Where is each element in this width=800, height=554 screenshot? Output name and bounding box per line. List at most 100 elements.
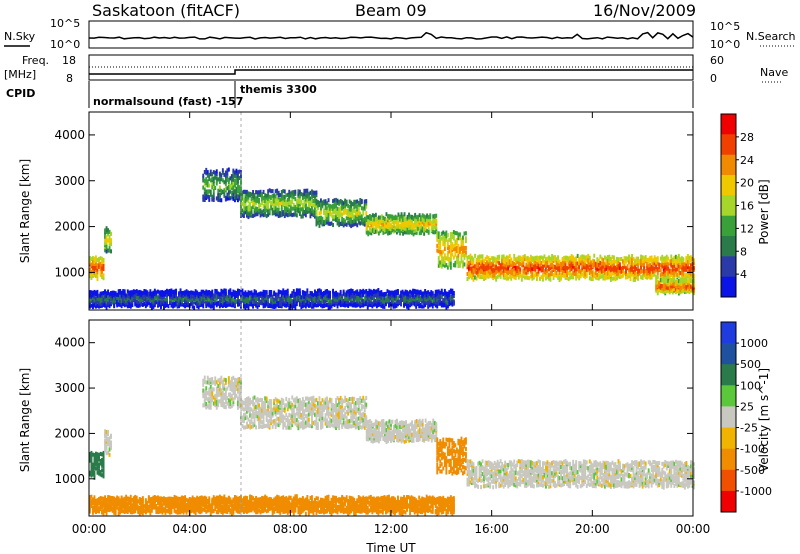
echo-cell bbox=[388, 229, 391, 234]
echo-cell bbox=[370, 231, 373, 236]
echo-cell bbox=[218, 188, 221, 193]
echo-cell bbox=[367, 230, 370, 235]
echo-cell bbox=[516, 265, 519, 270]
echo-cell bbox=[247, 292, 250, 297]
echo-cell bbox=[439, 250, 442, 255]
echo-cell bbox=[243, 210, 245, 215]
echo-cell bbox=[371, 213, 374, 218]
echo-cell bbox=[662, 276, 665, 281]
echo-cell bbox=[203, 292, 206, 297]
echo-cell bbox=[676, 285, 679, 290]
echo-cell bbox=[348, 204, 351, 209]
echo-cell bbox=[554, 255, 557, 260]
echo-cell bbox=[693, 291, 695, 296]
echo-cell bbox=[268, 290, 271, 295]
echo-cell bbox=[223, 188, 226, 193]
echo-cell bbox=[551, 272, 554, 277]
echo-cell bbox=[365, 204, 368, 209]
echo-cell bbox=[674, 260, 677, 265]
echo-cell bbox=[609, 256, 612, 261]
echo-cell bbox=[661, 272, 664, 277]
echo-cell bbox=[220, 173, 223, 178]
echo-cell bbox=[564, 267, 567, 272]
echo-cell bbox=[241, 208, 244, 213]
echo-cell bbox=[116, 292, 119, 297]
echo-cell bbox=[323, 210, 326, 215]
echo-cell bbox=[655, 257, 658, 262]
echo-cell bbox=[243, 189, 245, 194]
echo-cell bbox=[529, 274, 532, 279]
echo-cell bbox=[286, 205, 289, 210]
echo-cell bbox=[670, 261, 673, 266]
echo-cell bbox=[341, 216, 344, 221]
echo-cell bbox=[199, 296, 202, 301]
echo-cell bbox=[465, 231, 467, 236]
echo-cell bbox=[206, 173, 209, 178]
echo-cell bbox=[409, 223, 412, 228]
echo-cell bbox=[560, 276, 563, 281]
echo-cell bbox=[348, 199, 351, 204]
echo-cell bbox=[126, 289, 129, 294]
echo-cell bbox=[659, 273, 662, 278]
echo-cell bbox=[96, 293, 99, 298]
echo-cell bbox=[265, 295, 268, 300]
echo-cell bbox=[330, 212, 333, 217]
echo-cell bbox=[224, 179, 227, 184]
echo-cell bbox=[463, 231, 466, 236]
echo-cell bbox=[481, 254, 484, 259]
echo-cell bbox=[394, 218, 397, 223]
echo-cell bbox=[363, 199, 366, 204]
echo-cell bbox=[120, 290, 123, 295]
echo-cell bbox=[141, 295, 144, 300]
echo-cell bbox=[599, 274, 602, 279]
echo-cell bbox=[300, 199, 303, 204]
echo-cell bbox=[280, 190, 283, 195]
echo-cell bbox=[202, 185, 205, 190]
echo-cell bbox=[335, 211, 338, 216]
echo-cell bbox=[495, 270, 498, 275]
echo-cell bbox=[504, 256, 507, 261]
echo-cell bbox=[89, 290, 91, 295]
echo-cell bbox=[623, 260, 626, 265]
echo-cell bbox=[448, 237, 451, 242]
echo-cell bbox=[309, 214, 312, 219]
echo-cell bbox=[463, 255, 466, 260]
echo-cell bbox=[572, 264, 575, 269]
echo-cell bbox=[271, 199, 274, 204]
colorbar-tick-label: 8 bbox=[740, 245, 747, 258]
echo-cell bbox=[205, 167, 208, 172]
echo-cell bbox=[532, 260, 535, 265]
echo-cell bbox=[150, 291, 153, 296]
echo-cell bbox=[209, 178, 212, 183]
echo-cell bbox=[160, 303, 162, 308]
echo-cell bbox=[93, 294, 96, 299]
echo-cell bbox=[243, 198, 245, 203]
echo-cell bbox=[433, 221, 436, 226]
echo-cell bbox=[208, 195, 211, 200]
freq-label-1: Freq. bbox=[22, 54, 49, 67]
echo-cell bbox=[205, 183, 208, 188]
echo-cell bbox=[280, 193, 283, 198]
echo-cell bbox=[220, 288, 223, 293]
echo-cell bbox=[347, 204, 350, 209]
echo-cell bbox=[282, 194, 285, 199]
echo-cell bbox=[264, 208, 267, 213]
echo-cell bbox=[552, 255, 555, 260]
echo-cell bbox=[384, 227, 386, 232]
echo-cell bbox=[540, 260, 543, 265]
echo-cell bbox=[486, 270, 489, 275]
echo-cell bbox=[452, 255, 455, 260]
echo-cell bbox=[232, 189, 235, 194]
echo-cell bbox=[365, 220, 368, 225]
echo-cell bbox=[301, 211, 304, 216]
echo-cell bbox=[682, 270, 685, 275]
noise-left-tick-top: 10^5 bbox=[50, 17, 80, 30]
echo-cell bbox=[250, 290, 253, 295]
echo-cell bbox=[656, 269, 659, 274]
echo-cell bbox=[457, 257, 460, 262]
echo-cell bbox=[311, 209, 313, 214]
echo-cell bbox=[279, 197, 282, 202]
echo-cell bbox=[626, 264, 629, 269]
echo-cell bbox=[652, 272, 655, 277]
echo-cell bbox=[350, 200, 353, 205]
